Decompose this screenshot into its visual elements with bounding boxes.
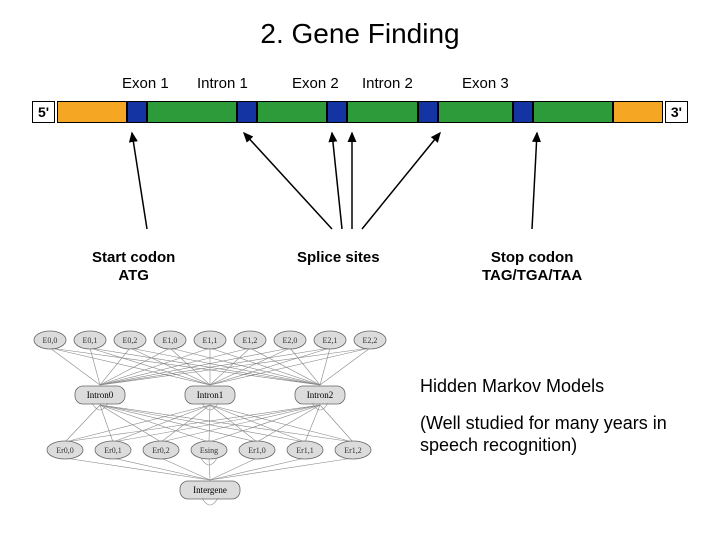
label-intron1: Intron 1 xyxy=(197,75,248,92)
splice-text: Splice sites xyxy=(297,249,380,267)
svg-text:E0,0: E0,0 xyxy=(43,336,58,345)
svg-text:Er0,2: Er0,2 xyxy=(152,446,170,455)
svg-text:Er1,2: Er1,2 xyxy=(344,446,362,455)
hmm-network-diagram: E0,0 E0,1 E0,2 E1,0 E1,1 E1,2 E2,0 E2,1 E2,2 Intr… xyxy=(20,320,400,510)
svg-text:E2,1: E2,1 xyxy=(323,336,338,345)
three-prime-label: 3' xyxy=(665,101,688,123)
arrow-layer xyxy=(32,129,688,249)
hmm-caption: Hidden Markov Models (Well studied for m… xyxy=(420,375,700,471)
svg-text:Intergene: Intergene xyxy=(193,485,227,495)
label-intron2: Intron 2 xyxy=(362,75,413,92)
svg-text:Er0,0: Er0,0 xyxy=(56,446,74,455)
stop-codon-text: Stop codon xyxy=(482,249,582,267)
gene-bar: 5' 3' xyxy=(32,99,688,125)
segment-exon-2 xyxy=(347,101,417,123)
segment-3--utr xyxy=(613,101,663,123)
start-codon-label: Start codon ATG xyxy=(92,249,175,285)
svg-text:E0,1: E0,1 xyxy=(83,336,98,345)
splice-sites-label: Splice sites xyxy=(297,249,380,267)
label-exon1: Exon 1 xyxy=(122,75,169,92)
five-prime-label: 5' xyxy=(32,101,55,123)
gene-segments xyxy=(57,101,663,123)
segment-splice xyxy=(418,101,438,123)
hmm-title-text: Hidden Markov Models xyxy=(420,375,700,398)
stop-codon-code: TAG/TGA/TAA xyxy=(482,267,582,285)
annotations: Start codon ATG Splice sites Stop codon … xyxy=(32,249,688,294)
segment-labels: Exon 1 Intron 1 Exon 2 Intron 2 Exon 3 xyxy=(32,75,688,97)
stop-codon-label: Stop codon TAG/TGA/TAA xyxy=(482,249,582,285)
svg-text:E1,1: E1,1 xyxy=(203,336,218,345)
gene-structure-diagram: Exon 1 Intron 1 Exon 2 Intron 2 Exon 3 5… xyxy=(32,75,688,294)
svg-text:E0,2: E0,2 xyxy=(123,336,138,345)
label-exon3: Exon 3 xyxy=(462,75,509,92)
svg-text:Intron1: Intron1 xyxy=(197,390,224,400)
segment-5--utr xyxy=(57,101,127,123)
label-exon2: Exon 2 xyxy=(292,75,339,92)
svg-text:E1,2: E1,2 xyxy=(243,336,258,345)
svg-text:E1,0: E1,0 xyxy=(163,336,178,345)
svg-text:Er1,0: Er1,0 xyxy=(248,446,266,455)
segment-intron-2 xyxy=(438,101,513,123)
segment-splice xyxy=(237,101,257,123)
svg-text:Esing: Esing xyxy=(200,446,218,455)
segment-splice xyxy=(327,101,347,123)
hmm-subtitle-text: (Well studied for many years in speech r… xyxy=(420,412,700,457)
segment-exon-3 xyxy=(533,101,613,123)
svg-text:Er1,1: Er1,1 xyxy=(296,446,314,455)
svg-text:Intron0: Intron0 xyxy=(87,390,114,400)
hmm-svg: E0,0 E0,1 E0,2 E1,0 E1,1 E1,2 E2,0 E2,1 E2,2 Intr… xyxy=(20,320,400,510)
segment-splice xyxy=(513,101,533,123)
segment-splice xyxy=(127,101,147,123)
slide-title: 2. Gene Finding xyxy=(0,18,720,50)
start-codon-text: Start codon xyxy=(92,249,175,267)
segment-exon-1 xyxy=(147,101,237,123)
arrows-svg xyxy=(32,129,688,239)
start-codon-code: ATG xyxy=(92,267,175,285)
svg-text:Er0,1: Er0,1 xyxy=(104,446,122,455)
svg-text:E2,0: E2,0 xyxy=(283,336,298,345)
segment-intron-1 xyxy=(257,101,327,123)
svg-text:Intron2: Intron2 xyxy=(307,390,334,400)
svg-text:E2,2: E2,2 xyxy=(363,336,378,345)
